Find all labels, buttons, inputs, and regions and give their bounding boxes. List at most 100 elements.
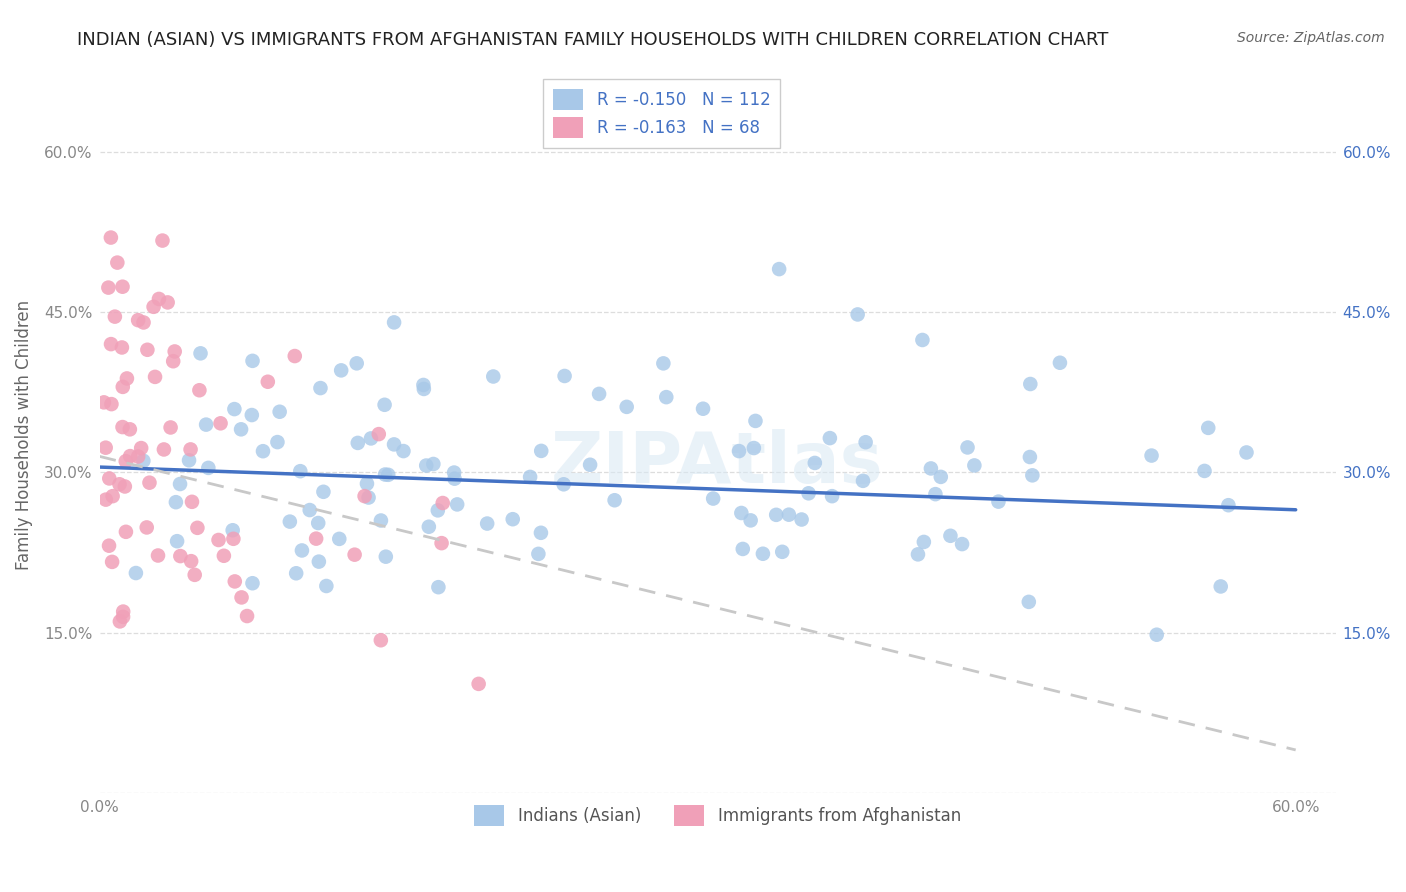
Point: [912, 535, 935, 549]
Point: [950, 537, 973, 551]
Point: [502, 512, 524, 526]
Point: [188, 383, 211, 397]
Point: [242, 354, 264, 368]
Point: [430, 536, 453, 550]
Point: [1018, 595, 1040, 609]
Point: [530, 443, 553, 458]
Point: [765, 508, 787, 522]
Point: [356, 476, 378, 491]
Point: [180, 554, 202, 568]
Point: [443, 466, 465, 480]
Point: [963, 458, 986, 473]
Point: [353, 489, 375, 503]
Point: [186, 521, 208, 535]
Point: [183, 567, 205, 582]
Point: [256, 375, 278, 389]
Point: [519, 470, 541, 484]
Point: [443, 472, 465, 486]
Point: [142, 300, 165, 314]
Point: [143, 370, 166, 384]
Point: [330, 363, 353, 377]
Point: [231, 591, 253, 605]
Point: [97, 280, 120, 294]
Point: [236, 609, 259, 624]
Point: [195, 417, 218, 432]
Point: [132, 454, 155, 468]
Point: [278, 515, 301, 529]
Point: [418, 520, 440, 534]
Point: [1140, 449, 1163, 463]
Point: [1209, 579, 1232, 593]
Point: [115, 371, 138, 385]
Point: [346, 436, 368, 450]
Point: [588, 387, 610, 401]
Point: [374, 467, 396, 482]
Point: [129, 441, 152, 455]
Point: [284, 349, 307, 363]
Text: ZIPAtlas: ZIPAtlas: [551, 429, 884, 498]
Point: [100, 230, 122, 244]
Point: [222, 532, 245, 546]
Point: [702, 491, 724, 506]
Point: [377, 467, 399, 482]
Point: [108, 615, 131, 629]
Point: [111, 380, 134, 394]
Point: [291, 543, 314, 558]
Point: [427, 580, 450, 594]
Point: [929, 470, 952, 484]
Point: [360, 431, 382, 445]
Point: [374, 398, 396, 412]
Point: [136, 343, 159, 357]
Point: [112, 610, 135, 624]
Point: [132, 316, 155, 330]
Point: [818, 431, 841, 445]
Point: [768, 262, 790, 277]
Point: [467, 677, 489, 691]
Point: [224, 402, 246, 417]
Point: [165, 495, 187, 509]
Point: [1218, 498, 1240, 512]
Point: [252, 444, 274, 458]
Point: [111, 279, 134, 293]
Point: [197, 461, 219, 475]
Y-axis label: Family Households with Children: Family Households with Children: [15, 300, 32, 570]
Point: [180, 442, 202, 457]
Point: [370, 514, 392, 528]
Point: [111, 420, 134, 434]
Point: [924, 487, 946, 501]
Point: [357, 491, 380, 505]
Point: [692, 401, 714, 416]
Point: [412, 382, 434, 396]
Point: [159, 420, 181, 434]
Point: [120, 449, 142, 463]
Point: [100, 337, 122, 351]
Point: [307, 516, 329, 530]
Point: [1049, 356, 1071, 370]
Point: [652, 356, 675, 370]
Point: [475, 516, 498, 531]
Point: [240, 408, 263, 422]
Point: [115, 524, 138, 539]
Point: [367, 427, 389, 442]
Point: [305, 532, 328, 546]
Point: [426, 503, 449, 517]
Point: [98, 471, 121, 485]
Point: [138, 475, 160, 490]
Point: [100, 397, 122, 411]
Point: [740, 513, 762, 527]
Point: [346, 356, 368, 370]
Point: [162, 354, 184, 368]
Point: [94, 492, 117, 507]
Point: [93, 395, 115, 409]
Point: [752, 547, 775, 561]
Point: [298, 503, 321, 517]
Point: [166, 534, 188, 549]
Point: [382, 437, 405, 451]
Point: [728, 444, 751, 458]
Point: [446, 497, 468, 511]
Point: [731, 541, 754, 556]
Text: Source: ZipAtlas.com: Source: ZipAtlas.com: [1237, 31, 1385, 45]
Legend: Indians (Asian), Immigrants from Afghanistan: Indians (Asian), Immigrants from Afghani…: [465, 797, 969, 834]
Point: [269, 405, 291, 419]
Point: [153, 442, 176, 457]
